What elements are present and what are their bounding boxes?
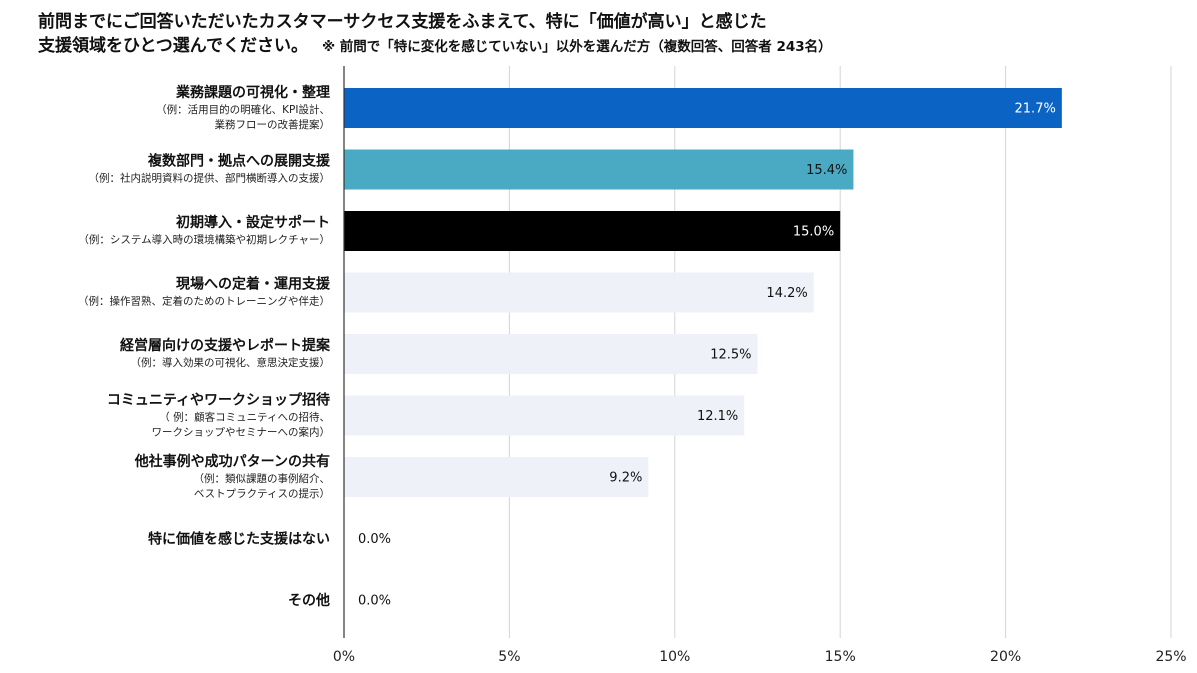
title-line-2: 支援領域をひとつ選んでください。 ※ 前問で「特に変化を感じていない」以外を選んだ… xyxy=(38,34,1188,59)
category-sublabel: （例：活用目的の明確化、KPI設計、 xyxy=(156,103,330,116)
category-label: 業務課題の可視化・整理 xyxy=(175,84,330,101)
category-sublabel: （例：導入効果の可視化、意思決定支援） xyxy=(131,356,331,369)
category-label: 初期導入・設定サポート xyxy=(176,214,330,231)
bar-value-label: 12.1% xyxy=(697,409,738,424)
category-sublabel: （例：社内説明資料の提供、部門横断導入の支援） xyxy=(89,172,331,185)
category-label: その他 xyxy=(288,592,330,609)
x-tick-label: 15% xyxy=(825,649,856,665)
bar xyxy=(344,149,854,190)
category-label: 現場への定着・運用支援 xyxy=(176,276,331,293)
x-tick-label: 5% xyxy=(498,649,520,665)
bar xyxy=(344,457,649,497)
bar xyxy=(344,334,758,374)
category-label: 経営層向けの支援やレポート提案 xyxy=(120,337,331,354)
category-sublabel: ベストプラクティスの提示） xyxy=(194,488,330,500)
x-tick-label: 10% xyxy=(659,649,690,665)
bar xyxy=(344,88,1062,128)
category-sublabel: （ 例：顧客コミュニティへの招待、 xyxy=(159,411,330,424)
bar-value-label: 14.2% xyxy=(766,286,807,301)
bar-value-label: 0.0% xyxy=(358,594,391,609)
bar-value-label: 15.0% xyxy=(793,225,834,240)
category-sublabel: ワークショップやセミナーへの案内） xyxy=(152,426,331,439)
chart-title: 前問までにご回答いただいたカスタマーサクセス支援をふまえて、特に「価値が高い」と… xyxy=(38,10,1188,59)
x-tick-label: 20% xyxy=(990,649,1021,665)
category-label: 複数部門・拠点への展開支援 xyxy=(147,153,331,170)
title-line-2-text: 支援領域をひとつ選んでください。 xyxy=(38,36,308,56)
category-label: 特に価値を感じた支援はない xyxy=(148,531,330,548)
bar-value-label: 15.4% xyxy=(806,163,847,178)
x-tick-label: 25% xyxy=(1155,649,1186,665)
title-line-1: 前問までにご回答いただいたカスタマーサクセス支援をふまえて、特に「価値が高い」と… xyxy=(38,12,767,32)
bar-value-label: 21.7% xyxy=(1015,102,1056,117)
category-label: コミュニティやワークショップ招待 xyxy=(107,392,330,409)
bar xyxy=(344,395,745,436)
bar-value-label: 9.2% xyxy=(609,471,642,486)
x-tick-label: 0% xyxy=(333,649,355,665)
bar xyxy=(344,272,814,313)
category-label: 他社事例や成功パターンの共有 xyxy=(134,453,330,470)
category-sublabel: （例：操作習熟、定着のためのトレーニングや伴走） xyxy=(78,295,330,308)
category-sublabel: 業務フローの改善提案） xyxy=(215,118,331,131)
bar-value-label: 12.5% xyxy=(710,348,751,363)
bar-value-label: 0.0% xyxy=(358,532,391,547)
category-sublabel: （例：システム導入時の環境構築や初期レクチャー） xyxy=(78,233,330,246)
bar xyxy=(344,211,841,251)
respondent-note: ※ 前問で「特に変化を感じていない」以外を選んだ方（複数回答、回答者 243名） xyxy=(321,39,832,55)
category-sublabel: （例：類似課題の事例紹介、 xyxy=(194,472,331,485)
